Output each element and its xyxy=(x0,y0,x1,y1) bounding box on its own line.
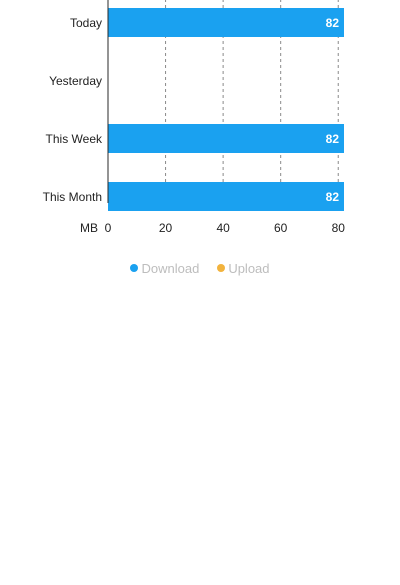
upload-dot-icon xyxy=(217,264,226,272)
bar-download-2[interactable] xyxy=(108,124,344,153)
chart-legend: Download Upload xyxy=(0,258,400,278)
download-dot-icon xyxy=(130,264,139,272)
legend-label-upload: Upload xyxy=(228,260,270,276)
legend-item-upload[interactable]: Upload xyxy=(217,260,270,276)
legend-item-download[interactable]: Download xyxy=(130,261,199,276)
bar-value-label-0: 82 xyxy=(326,16,340,30)
x-tick-label-0: 0 xyxy=(105,221,112,235)
x-tick-label-60: 60 xyxy=(274,221,288,235)
x-tick-label-40: 40 xyxy=(216,221,230,235)
bar-value-label-3: 82 xyxy=(326,190,340,204)
legend-label-download: Download xyxy=(141,260,200,276)
x-tick-label-80: 80 xyxy=(332,221,346,235)
category-label-3: This Month xyxy=(43,190,102,204)
unit-label: MB xyxy=(80,221,98,235)
category-label-0: Today xyxy=(70,16,102,30)
data-usage-bar-chart: 82 Today Yesterday 82 This Week 82 This Month 0… xyxy=(43,0,346,235)
category-label-2: This Week xyxy=(46,132,103,146)
bar-download-0[interactable] xyxy=(108,8,344,37)
x-tick-label-20: 20 xyxy=(159,221,173,235)
bar-value-label-2: 82 xyxy=(326,132,340,146)
category-label-1: Yesterday xyxy=(49,74,102,88)
bar-download-3[interactable] xyxy=(108,182,344,211)
